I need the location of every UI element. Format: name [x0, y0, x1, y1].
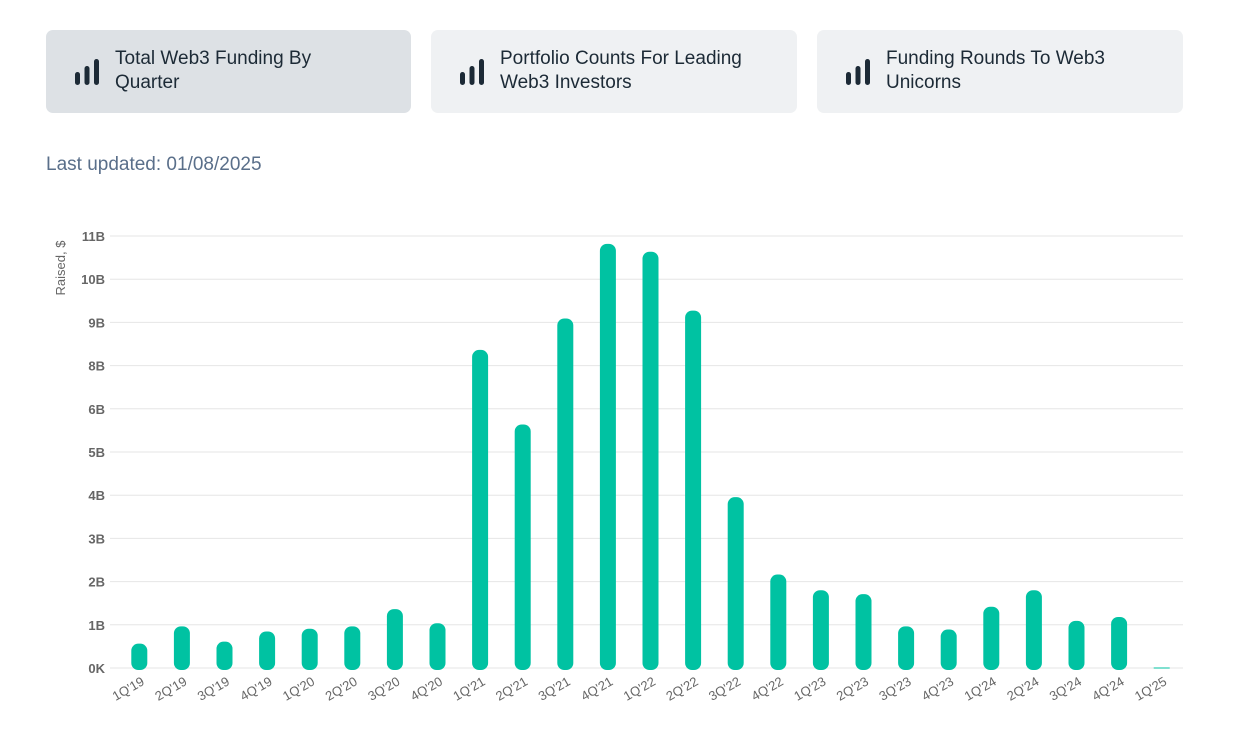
- tab-portfolio-counts[interactable]: Portfolio Counts For Leading Web3 Invest…: [431, 30, 797, 113]
- bar-1Q'19: [131, 643, 148, 670]
- tab-total-web3-funding[interactable]: Total Web3 Funding By Quarter: [46, 30, 411, 113]
- y-tick-label: 9B: [88, 315, 105, 330]
- x-tick-label: 1Q'19: [110, 674, 147, 704]
- x-tick-label: 4Q'24: [1089, 674, 1126, 704]
- bar-4Q'22: [770, 574, 787, 670]
- x-tick-label: 2Q'20: [323, 674, 360, 704]
- y-tick-label: 10B: [81, 272, 105, 287]
- x-tick-label: 1Q'24: [962, 674, 999, 704]
- tab-label: Total Web3 Funding By Quarter: [115, 48, 312, 93]
- x-tick-label: 1Q'20: [280, 674, 317, 704]
- y-tick-label: 11B: [82, 229, 105, 244]
- y-tick-label: 4B: [88, 488, 105, 503]
- x-tick-label: 4Q'23: [919, 674, 956, 704]
- x-tick-label: 3Q'20: [365, 674, 402, 704]
- x-tick-label: 4Q'19: [237, 674, 274, 704]
- x-tick-label: 1Q'23: [791, 674, 828, 704]
- bar-1Q'22: [642, 251, 659, 670]
- bar-4Q'23: [940, 629, 957, 670]
- y-tick-label: 3B: [88, 531, 105, 546]
- y-tick-label: 1B: [88, 618, 105, 633]
- x-tick-label: 4Q'21: [578, 674, 615, 704]
- bar-2Q'20: [344, 626, 361, 670]
- bar-4Q'24: [1111, 616, 1128, 670]
- y-tick-label: 0K: [88, 661, 105, 676]
- bar-3Q'23: [898, 626, 915, 670]
- x-tick-label: 2Q'21: [493, 674, 530, 704]
- bar-1Q'21: [472, 349, 489, 670]
- y-tick-label: 8B: [88, 359, 105, 374]
- x-tick-label: 3Q'19: [195, 674, 232, 704]
- x-tick-label: 4Q'22: [749, 674, 786, 704]
- bar-1Q'20: [301, 628, 318, 670]
- bar-chart-icon: [460, 59, 484, 85]
- y-axis-title: Raised, $: [53, 240, 68, 296]
- bar-4Q'19: [259, 631, 276, 670]
- bar-3Q'20: [386, 609, 403, 670]
- bar-2Q'23: [855, 594, 872, 670]
- bar-1Q'23: [812, 590, 829, 670]
- bar-chart-icon: [846, 59, 870, 85]
- x-tick-label: 1Q'25: [1132, 674, 1169, 704]
- x-tick-label: 1Q'22: [621, 674, 658, 704]
- y-tick-label: 5B: [88, 445, 105, 460]
- y-tick-label: 2B: [88, 575, 105, 590]
- tab-funding-rounds-unicorns[interactable]: Funding Rounds To Web3 Unicorns: [817, 30, 1183, 113]
- bar-2Q'19: [173, 626, 190, 670]
- x-tick-label: 2Q'23: [834, 674, 871, 704]
- bar-3Q'22: [727, 497, 744, 670]
- x-tick-label: 1Q'21: [450, 674, 487, 704]
- x-tick-label: 2Q'24: [1004, 674, 1041, 704]
- last-updated-text: Last updated: 01/08/2025: [46, 154, 262, 175]
- tab-label: Portfolio Counts For Leading Web3 Invest…: [500, 48, 742, 93]
- bar-3Q'21: [557, 318, 574, 670]
- y-tick-label: 6B: [88, 402, 105, 417]
- bar-4Q'21: [599, 243, 616, 670]
- bar-3Q'19: [216, 641, 233, 670]
- x-tick-label: 4Q'20: [408, 674, 445, 704]
- x-tick-label: 2Q'22: [663, 674, 700, 704]
- bar-2Q'21: [514, 424, 531, 670]
- tab-label: Funding Rounds To Web3 Unicorns: [886, 48, 1106, 93]
- bar-2Q'22: [685, 310, 702, 670]
- x-tick-label: 3Q'24: [1047, 674, 1084, 704]
- bar-4Q'20: [429, 623, 446, 670]
- bar-3Q'24: [1068, 620, 1085, 670]
- bar-1Q'24: [983, 606, 1000, 670]
- chart-tabs: Total Web3 Funding By Quarter Portfolio …: [46, 30, 1183, 113]
- x-tick-label: 3Q'22: [706, 674, 743, 704]
- x-tick-label: 2Q'19: [152, 674, 189, 704]
- x-tick-label: 3Q'21: [536, 674, 573, 704]
- x-tick-label: 3Q'23: [876, 674, 913, 704]
- bar-chart-icon: [75, 59, 99, 85]
- bar-2Q'24: [1025, 590, 1042, 670]
